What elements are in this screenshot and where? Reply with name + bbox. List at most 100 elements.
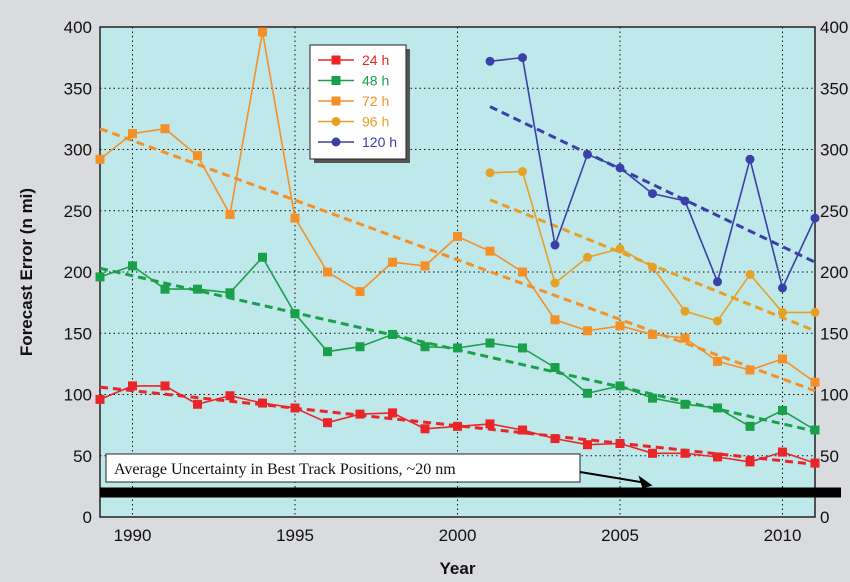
data-point <box>778 283 787 293</box>
data-point <box>518 167 527 177</box>
y-tick-label-right: 150 <box>820 324 848 343</box>
data-point <box>453 421 462 431</box>
y-tick-label-right: 300 <box>820 141 848 160</box>
data-point <box>778 405 787 415</box>
data-point <box>778 354 787 364</box>
data-point <box>323 267 332 277</box>
data-point <box>680 196 690 206</box>
data-point <box>485 246 495 256</box>
data-point <box>485 168 495 178</box>
data-point <box>258 398 267 408</box>
arrow-head <box>638 475 653 489</box>
data-point <box>713 403 722 413</box>
data-point <box>583 326 592 336</box>
data-point <box>648 448 657 458</box>
y-tick-label: 300 <box>64 141 92 160</box>
y-tick-label: 150 <box>64 324 92 343</box>
data-point <box>453 343 462 353</box>
y-tick-label-right: 400 <box>820 18 848 37</box>
data-point <box>128 129 137 139</box>
y-tick-label-right: 100 <box>820 386 848 405</box>
legend-label: 72 h <box>362 93 389 109</box>
legend-label: 120 h <box>362 134 397 150</box>
y-tick-label-right: 50 <box>820 447 839 466</box>
data-point <box>550 434 560 444</box>
data-point <box>388 329 397 339</box>
annotation-text: Average Uncertainty in Best Track Positi… <box>114 461 456 478</box>
y-tick-label-right: 250 <box>820 202 848 221</box>
annotation-box <box>105 453 581 483</box>
data-point <box>550 240 560 250</box>
data-point <box>420 261 430 271</box>
data-point <box>550 363 560 373</box>
data-point <box>648 393 657 403</box>
data-point <box>713 316 722 326</box>
y-tick-label-right: 0 <box>820 508 829 527</box>
data-point <box>420 342 430 352</box>
grid <box>100 27 815 517</box>
legend-box <box>309 44 407 160</box>
data-point <box>518 267 527 277</box>
data-point <box>778 447 787 457</box>
data-point <box>518 343 527 353</box>
data-point <box>615 244 625 254</box>
data-point <box>583 252 592 262</box>
data-point <box>485 56 495 66</box>
data-point <box>680 399 690 409</box>
y-tick-label-right: 350 <box>820 79 848 98</box>
data-point <box>95 272 105 282</box>
data-point <box>810 307 820 317</box>
series <box>95 27 820 468</box>
data-point <box>810 458 820 468</box>
data-point <box>193 284 202 294</box>
data-point <box>128 261 137 271</box>
legend-label: 24 h <box>362 52 389 68</box>
data-point <box>745 269 755 279</box>
data-point <box>258 27 267 37</box>
legend-label: 48 h <box>362 73 389 89</box>
data-point <box>550 278 560 288</box>
data-point <box>550 315 560 325</box>
data-point <box>518 425 527 435</box>
y-tick-label: 0 <box>83 508 92 527</box>
data-point <box>713 356 722 366</box>
data-point <box>160 124 170 134</box>
x-tick-label: 2000 <box>439 526 477 545</box>
data-point <box>648 329 657 339</box>
axes: 0 50 100 150 200 250 300 350 400 0 50 100 150 200 250 3… <box>17 18 848 578</box>
y-tick-label-right: 200 <box>820 263 848 282</box>
y-tick-label: 350 <box>64 79 92 98</box>
data-point <box>225 209 235 219</box>
data-point <box>745 421 755 431</box>
y-tick-label: 250 <box>64 202 92 221</box>
trend-line-72h <box>99 127 816 393</box>
y-tick-label: 200 <box>64 263 92 282</box>
x-tick-label: 1990 <box>114 526 152 545</box>
data-point <box>323 418 332 428</box>
data-point <box>745 365 755 375</box>
legend-label: 96 h <box>362 114 389 130</box>
data-point <box>95 394 105 404</box>
trend-line-120h <box>489 105 816 264</box>
annotation-layer: Average Uncertainty in Best Track Positi… <box>100 453 841 498</box>
data-point <box>160 284 170 294</box>
annotation-arrow <box>579 471 644 484</box>
data-point <box>518 53 527 63</box>
trend-line-24h <box>99 385 816 466</box>
data-point <box>355 409 365 419</box>
data-point <box>193 399 202 409</box>
data-point <box>485 338 495 348</box>
y-tick-label: 50 <box>73 447 92 466</box>
data-point <box>615 381 625 391</box>
data-point <box>680 448 690 458</box>
data-point <box>453 231 462 241</box>
data-point <box>160 381 170 391</box>
data-point <box>615 439 625 448</box>
y-axis-title: Forecast Error (n mi) <box>17 188 36 356</box>
data-point <box>290 309 300 319</box>
data-point <box>193 151 202 161</box>
uncertainty-band <box>100 487 841 498</box>
legend-marker <box>331 96 341 106</box>
